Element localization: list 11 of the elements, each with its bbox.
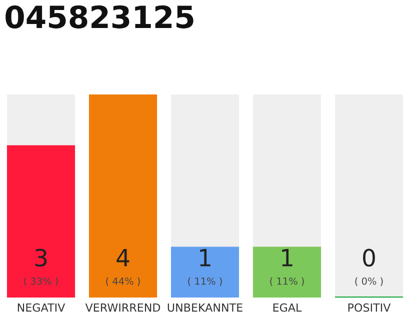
data-label: 4 ( 44% ) bbox=[106, 249, 140, 286]
x-tick-label: EGAL bbox=[273, 303, 302, 312]
x-tick-label: POSITIV bbox=[348, 303, 391, 312]
x-tick-label: UNBEKANNTE bbox=[168, 304, 242, 312]
data-label: 1 ( 11% ) bbox=[188, 249, 222, 286]
chart-title: 045823125 bbox=[6, 5, 194, 28]
data-label: 0 ( 0% ) bbox=[355, 248, 383, 286]
x-tick-label: VERWIRREND bbox=[85, 304, 160, 312]
x-tick-label: NEGATIV bbox=[18, 303, 66, 312]
data-label: 1 ( 11% ) bbox=[270, 249, 304, 286]
data-label: 3 ( 33% ) bbox=[24, 248, 58, 286]
